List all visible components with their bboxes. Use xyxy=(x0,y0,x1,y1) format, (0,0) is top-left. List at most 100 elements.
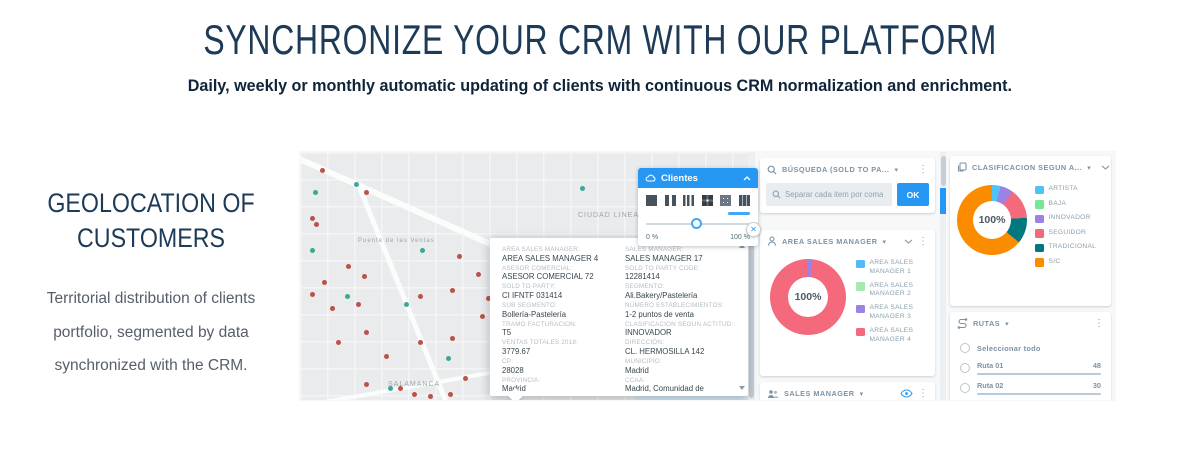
marker-style-solid-button[interactable] xyxy=(646,195,657,206)
legend-item[interactable]: AREA SALES MANAGER 3 xyxy=(856,304,920,321)
ok-button[interactable]: OK xyxy=(897,183,929,206)
legend-item[interactable]: ARTISTA xyxy=(1035,185,1105,194)
column-scrollbar[interactable] xyxy=(940,152,946,400)
map-marker-prospect[interactable] xyxy=(446,356,451,361)
map-marker-prospect[interactable] xyxy=(580,186,585,191)
map-marker-client[interactable] xyxy=(463,376,468,381)
legend-item[interactable]: BAJA xyxy=(1035,200,1105,209)
map-marker-client[interactable] xyxy=(364,382,369,387)
search-input[interactable]: Separar cada item por coma xyxy=(766,183,892,206)
slider-handle[interactable] xyxy=(690,218,702,229)
radio-icon[interactable] xyxy=(960,343,970,353)
marker-style-2bars-button[interactable] xyxy=(664,195,676,206)
popup-field-value: Ali.Bakery/Pastelería xyxy=(625,290,698,300)
legend-item[interactable]: AREA SALES MANAGER 4 xyxy=(856,327,920,344)
scrollbar-accent xyxy=(940,188,946,214)
map-marker-client[interactable] xyxy=(310,216,315,221)
map-marker-client[interactable] xyxy=(448,392,453,397)
chevron-down-icon[interactable]: ▾ xyxy=(1087,164,1091,172)
map-marker-client[interactable] xyxy=(418,294,423,299)
map-marker-prospect[interactable] xyxy=(404,302,409,307)
map-marker-client[interactable] xyxy=(320,168,325,173)
chevron-down-icon[interactable]: ▾ xyxy=(894,166,898,174)
legend-item[interactable]: INNOVADOR xyxy=(1035,214,1105,223)
map-marker-client[interactable] xyxy=(450,288,455,293)
map-marker-client[interactable] xyxy=(336,340,341,345)
opacity-slider[interactable] xyxy=(646,210,750,234)
map-marker-client[interactable] xyxy=(330,306,335,311)
clientes-panel-header[interactable]: Clientes xyxy=(638,168,758,188)
route-row[interactable]: Ruta 02 30 xyxy=(950,375,1111,395)
map-marker-client[interactable] xyxy=(356,302,361,307)
scrollbar-thumb[interactable] xyxy=(941,156,946,186)
map-marker-client[interactable] xyxy=(428,394,433,399)
page-subtitle: Daily, weekly or monthly automatic updat… xyxy=(187,76,1013,95)
legend-item[interactable]: AREA SALES MANAGER 1 xyxy=(856,259,920,276)
marker-style-grid-button[interactable] xyxy=(701,195,713,206)
scrollbar-thumb[interactable] xyxy=(749,240,754,398)
collapse-icon[interactable] xyxy=(904,239,913,244)
legend-swatch xyxy=(1035,200,1044,209)
scroll-up-icon[interactable] xyxy=(739,244,745,248)
map-marker-client[interactable] xyxy=(384,354,389,359)
area-sales-manager-title[interactable]: AREA SALES MANAGER xyxy=(782,237,878,246)
collapse-icon[interactable] xyxy=(1101,165,1110,170)
map-marker-prospect[interactable] xyxy=(345,294,350,299)
map-marker-client[interactable] xyxy=(364,330,369,335)
map-marker-prospect[interactable] xyxy=(354,182,359,187)
clasificacion-title[interactable]: CLASIFICACION SEGUN A... xyxy=(972,163,1083,172)
map-marker-client[interactable] xyxy=(486,296,491,301)
marker-style-dots-button[interactable] xyxy=(720,195,732,206)
map-marker-client[interactable] xyxy=(476,272,481,277)
sales-manager-title[interactable]: SALES MANAGER xyxy=(784,389,855,398)
select-all-routes[interactable]: Seleccionar todo xyxy=(950,335,1111,355)
popup-field: DIRECCIÓN: CL. HERMOSILLA 142 xyxy=(625,339,734,356)
marker-style-mixed-button[interactable] xyxy=(738,195,750,206)
map-marker-client[interactable] xyxy=(310,292,315,297)
area-sales-donut-chart[interactable]: 100% xyxy=(770,259,846,335)
route-row[interactable]: Ruta 01 48 xyxy=(950,355,1111,375)
close-icon[interactable]: ✕ xyxy=(746,222,761,237)
scroll-down-icon[interactable] xyxy=(739,386,745,390)
legend-item[interactable]: AREA SALES MANAGER 2 xyxy=(856,282,920,299)
map-marker-prospect[interactable] xyxy=(420,248,425,253)
menu-dots-icon[interactable]: ⋮ xyxy=(1094,317,1104,329)
feature-block: GEOLOCATION OF CUSTOMERS Territorial dis… xyxy=(18,186,284,382)
rutas-title[interactable]: RUTAS xyxy=(973,319,1001,328)
chevron-down-icon[interactable]: ▾ xyxy=(859,390,864,398)
marker-style-3bars-button[interactable] xyxy=(683,195,695,206)
map-marker-client[interactable] xyxy=(346,264,351,269)
map-marker-client[interactable] xyxy=(418,340,423,345)
radio-icon[interactable] xyxy=(960,363,970,373)
chevron-down-icon[interactable]: ▾ xyxy=(1005,320,1009,328)
map-marker-client[interactable] xyxy=(364,190,369,195)
map-marker-client[interactable] xyxy=(457,254,462,259)
map-marker-prospect[interactable] xyxy=(310,248,315,253)
map-marker-client[interactable] xyxy=(322,280,327,285)
legend-item[interactable]: TRADICIONAL xyxy=(1035,243,1105,252)
legend-item[interactable]: SEGUIDOR xyxy=(1035,229,1105,238)
map-marker-client[interactable] xyxy=(480,314,485,319)
clasificacion-donut-chart[interactable]: 100% xyxy=(957,185,1027,255)
chevron-down-icon[interactable]: ▾ xyxy=(882,238,887,246)
map-marker-client[interactable] xyxy=(314,222,319,227)
map-marker-prospect[interactable] xyxy=(313,190,318,195)
search-panel-title[interactable]: BÚSQUEDA (SOLD TO PA... xyxy=(782,165,890,174)
legend-item[interactable]: S/C xyxy=(1035,258,1105,267)
menu-dots-icon[interactable]: ⋮ xyxy=(918,235,928,247)
chevron-up-icon[interactable] xyxy=(743,175,751,181)
eye-icon[interactable] xyxy=(900,389,913,398)
popup-field: CCAA: Madrid, Comunidad de xyxy=(625,377,734,394)
map-marker-client[interactable] xyxy=(398,386,403,391)
popup-field-value: CL. HERMOSILLA 142 xyxy=(625,346,705,356)
map-marker-client[interactable] xyxy=(362,274,367,279)
popup-scrollbar[interactable] xyxy=(738,244,745,390)
radio-icon[interactable] xyxy=(960,383,970,393)
menu-dots-icon[interactable]: ⋮ xyxy=(918,387,928,399)
map-marker-client[interactable] xyxy=(450,336,455,341)
popup-field: SALES MANAGER: SALES MANAGER 17 xyxy=(625,246,734,263)
popup-field: SEGMENTO: Ali.Bakery/Pastelería xyxy=(625,283,734,300)
map-marker-client[interactable] xyxy=(412,392,417,397)
map-marker-prospect[interactable] xyxy=(388,386,393,391)
menu-dots-icon[interactable]: ⋮ xyxy=(918,163,928,175)
